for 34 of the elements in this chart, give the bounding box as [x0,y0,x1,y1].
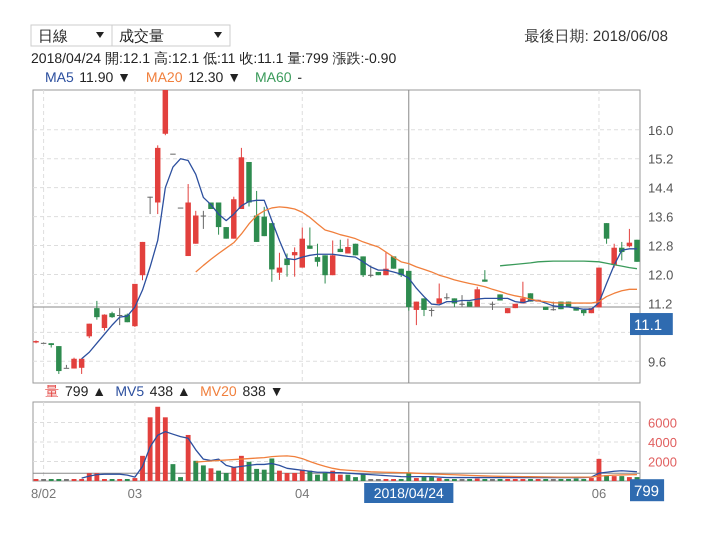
text: MA60 [254,69,292,85]
y-tick-label: 12.8 [648,238,674,254]
y-tick-label: 6000 [648,415,677,430]
y-tick-label: 14.4 [648,180,674,196]
y-tick-label: 15.2 [648,152,674,167]
text: MA20 [146,69,183,85]
y-tick-label: 4000 [648,434,677,450]
text: MV5 [115,383,144,399]
text: - [297,69,302,85]
y-tick-label: 11.2 [648,296,672,312]
text: 成交量 [119,28,164,45]
x-tick-label: 8/02 [30,486,56,501]
x-tick-label: 03 [128,486,142,501]
text: 量 [45,383,59,399]
ref-line-label: 799 [634,483,660,500]
x-tick-label: 2018/04/24 [374,485,444,501]
y-tick-label: 2000 [648,454,677,470]
y-tick-label: 9.6 [648,354,666,370]
text: 438 ▲ [150,383,191,399]
ref-line-label: 11.1 [634,317,662,334]
text: 799 ▲ [65,383,106,399]
text: 11.90 ▼ [79,69,132,85]
y-tick-label: 13.6 [648,210,674,225]
text: MA5 [45,69,74,85]
x-tick-label: 04 [295,486,310,501]
text: MV20 [200,383,237,399]
text: 12.30 ▼ [188,69,242,85]
x-tick-label: 06 [592,486,606,501]
chart-subtitle: 2018/04/24 開:12.1 高:12.1 低:11 收:11.1 量:799 漲跌:-0.90 [31,50,396,66]
text: 838 ▼ [242,383,284,399]
y-tick-label: 12.0 [648,267,674,282]
chart-title: 最後日期: 2018/06/08 [524,28,668,45]
text: 日線 [38,28,68,45]
y-tick-label: 16.0 [648,122,674,138]
